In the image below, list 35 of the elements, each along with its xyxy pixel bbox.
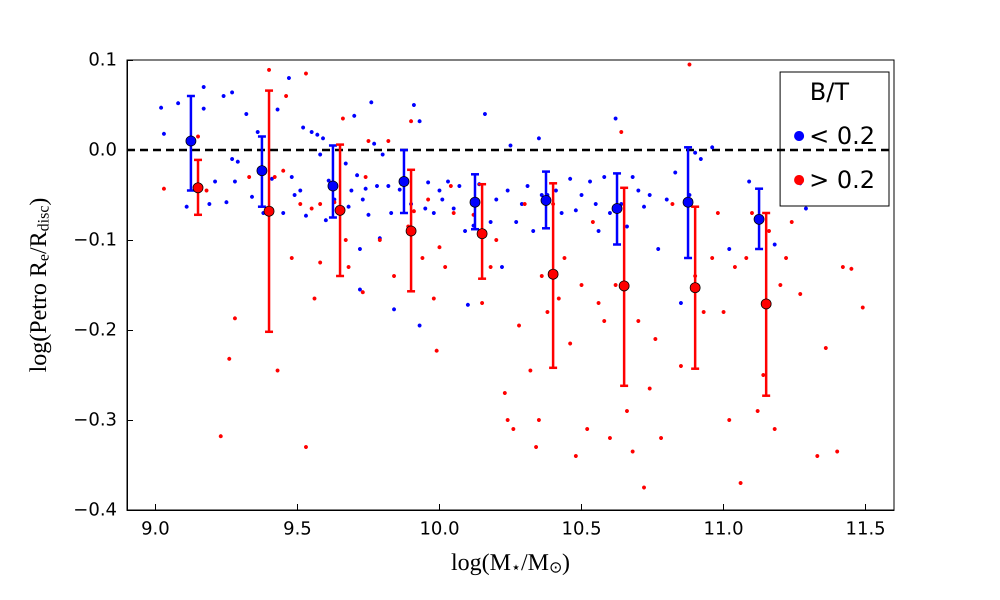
x-tick-label: 10.5: [561, 518, 602, 540]
y-tick-label: 0.1: [88, 50, 117, 70]
legend-label: < 0.2: [809, 122, 875, 150]
point: [470, 196, 480, 208]
point: [476, 228, 488, 240]
point: [618, 280, 630, 292]
point: [754, 214, 764, 225]
x-tick-label: 11.5: [846, 518, 886, 540]
point: [760, 298, 772, 310]
point: [540, 195, 552, 206]
point: [192, 182, 204, 194]
point: [690, 282, 701, 294]
y-tick-label: −0.2: [73, 320, 117, 340]
point: [398, 176, 410, 187]
y-tick-label: 0.0: [88, 140, 117, 160]
y-tick-label: −0.1: [73, 230, 117, 250]
x-tick-label: 9.5: [283, 518, 312, 540]
legend-label: > 0.2: [809, 166, 875, 194]
point: [612, 203, 622, 214]
point: [406, 226, 416, 236]
y-tick-label: −0.4: [73, 500, 117, 520]
point: [334, 204, 346, 216]
x-tick-label: 10.0: [419, 518, 460, 540]
x-axis-title: log(M⋆/M⊙): [451, 550, 570, 576]
x-tick-label: 9.0: [141, 518, 170, 540]
y-axis-title: log(Petro Re/Rdisc): [26, 198, 52, 372]
point: [548, 268, 559, 280]
x-tick-label: 11.0: [704, 518, 744, 540]
y-tick-label: −0.3: [73, 410, 117, 430]
point: [186, 136, 196, 146]
point: [328, 180, 338, 192]
point: [264, 206, 274, 217]
point: [256, 165, 268, 176]
point: [682, 196, 694, 208]
legend-title: B/T: [810, 78, 850, 106]
